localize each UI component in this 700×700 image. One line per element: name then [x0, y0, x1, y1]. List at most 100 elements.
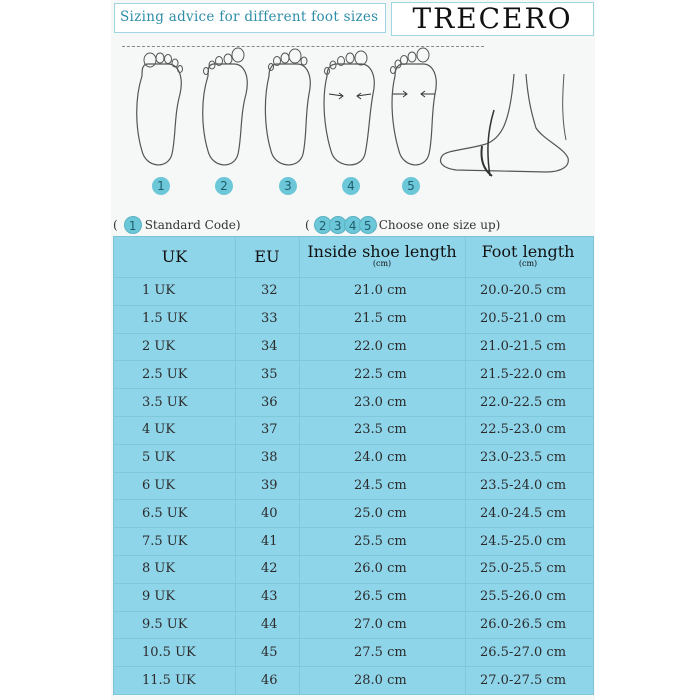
eu-cell: 35 — [261, 366, 278, 382]
header-foot-length: Foot length (cm) — [465, 237, 591, 277]
header-inside-label: Inside shoe length — [307, 242, 457, 261]
uk-cell: 9.5 UK — [142, 616, 188, 632]
table-row: 4 UK 37 23.5 cm 22.5-23.0 cm — [114, 416, 593, 445]
eu-cell: 38 — [261, 450, 278, 466]
uk-cell: 11.5 UK — [142, 672, 196, 688]
inside-length-cell: 25.0 cm — [354, 505, 407, 521]
inside-length-cell: 26.0 cm — [354, 561, 407, 577]
header-inside-unit: (cm) — [372, 259, 392, 268]
eu-cell: 34 — [261, 338, 278, 354]
table-row: 8 UK 42 26.0 cm 25.0-25.5 cm — [114, 555, 593, 584]
header-title: Sizing advice for different foot sizes — [120, 9, 379, 25]
uk-cell: 2.5 UK — [142, 366, 188, 382]
foot-length-cell: 20.0-20.5 cm — [480, 283, 567, 299]
foot-1-number: 1 — [152, 177, 170, 195]
uk-cell: 6 UK — [142, 477, 176, 493]
eu-cell: 39 — [261, 477, 278, 493]
inside-length-cell: 22.5 cm — [354, 366, 407, 382]
inside-length-cell: 25.5 cm — [354, 533, 407, 549]
table-row: 9.5 UK 44 27.0 cm 26.0-26.5 cm — [114, 611, 593, 640]
inside-length-cell: 24.0 cm — [354, 450, 407, 466]
table-row: 5 UK 38 24.0 cm 23.0-23.5 cm — [114, 444, 593, 473]
foot-3-illustration — [264, 48, 311, 166]
foot-length-cell: 21.5-22.0 cm — [480, 366, 567, 382]
uk-cell: 3.5 UK — [142, 394, 188, 410]
inside-length-cell: 23.0 cm — [354, 394, 407, 410]
foot-length-cell: 21.0-21.5 cm — [480, 338, 567, 354]
uk-cell: 10.5 UK — [142, 644, 196, 660]
table-row: 3.5 UK 36 23.0 cm 22.0-22.5 cm — [114, 388, 593, 417]
header-eu: EU — [254, 247, 280, 266]
table-row: 6 UK 39 24.5 cm 23.5-24.0 cm — [114, 472, 593, 501]
legend-size-up-5: 5 — [358, 216, 377, 234]
foot-3-number: 3 — [279, 177, 297, 195]
column-divider-1 — [235, 237, 236, 694]
foot-length-cell: 22.5-23.0 cm — [480, 422, 567, 438]
uk-cell: 9 UK — [142, 589, 176, 605]
uk-cell: 1 UK — [142, 283, 176, 299]
left-margin — [0, 0, 111, 700]
table-row: 1.5 UK 33 21.5 cm 20.5-21.0 cm — [114, 305, 593, 334]
foot-length-cell: 27.0-27.5 cm — [480, 672, 567, 688]
header-foot-label: Foot length — [481, 242, 575, 261]
foot-4-number: 4 — [342, 177, 360, 195]
header-title-box — [114, 3, 386, 33]
side-foot-measure-illustration — [439, 73, 569, 177]
brand-box — [391, 2, 594, 36]
table-header-row: UK EU Inside shoe length (cm) Foot lengt… — [114, 237, 593, 278]
column-divider-2 — [299, 237, 300, 694]
eu-cell: 36 — [261, 394, 278, 410]
table-row: 9 UK 43 26.5 cm 25.5-26.0 cm — [114, 583, 593, 612]
inside-length-cell: 21.0 cm — [354, 283, 407, 299]
eu-cell: 32 — [261, 283, 278, 299]
inside-length-cell: 22.0 cm — [354, 338, 407, 354]
legend-open-paren: ( — [113, 218, 118, 232]
legend-standard-label: Standard Code) — [144, 218, 241, 232]
inside-length-cell: 28.0 cm — [354, 672, 407, 688]
foot-length-cell: 22.0-22.5 cm — [480, 394, 567, 410]
table-row: 2.5 UK 35 22.5 cm 21.5-22.0 cm — [114, 360, 593, 390]
eu-cell: 46 — [261, 672, 278, 688]
table-row: 11.5 UK 46 28.0 cm 27.0-27.5 cm — [114, 666, 593, 695]
inside-length-cell: 27.0 cm — [354, 616, 407, 632]
uk-cell: 2 UK — [142, 338, 176, 354]
foot-4-illustration — [323, 50, 375, 166]
eu-cell: 40 — [261, 505, 278, 521]
inside-length-cell: 24.5 cm — [354, 477, 407, 493]
foot-5-number: 5 — [402, 177, 420, 195]
foot-2-number: 2 — [215, 177, 233, 195]
uk-cell: 5 UK — [142, 450, 176, 466]
foot-5-illustration — [390, 47, 437, 166]
standard-code-legend: ( 1 Standard Code) — [113, 214, 241, 236]
uk-cell: 6.5 UK — [142, 505, 188, 521]
uk-cell: 8 UK — [142, 561, 176, 577]
foot-length-cell: 23.5-24.0 cm — [480, 477, 567, 493]
foot-2-illustration — [202, 47, 248, 166]
foot-length-cell: 25.5-26.0 cm — [480, 589, 567, 605]
foot-length-cell: 20.5-21.0 cm — [480, 311, 567, 327]
header-foot-unit: (cm) — [518, 259, 538, 268]
column-divider-3 — [465, 237, 466, 694]
table-row: 7.5 UK 41 25.5 cm 24.5-25.0 cm — [114, 527, 593, 556]
brand-logo: TRECERO — [412, 2, 573, 35]
size-up-legend: ( 2 3 4 5 Choose one size up) — [305, 214, 500, 236]
foot-length-cell: 24.0-24.5 cm — [480, 505, 567, 521]
right-margin — [595, 0, 700, 700]
table-row: 6.5 UK 40 25.0 cm 24.0-24.5 cm — [114, 499, 593, 529]
inside-length-cell: 21.5 cm — [354, 311, 407, 327]
foot-length-cell: 26.5-27.0 cm — [480, 644, 567, 660]
table-row: 10.5 UK 45 27.5 cm 26.5-27.0 cm — [114, 638, 593, 668]
header-uk: UK — [161, 247, 188, 266]
foot-length-cell: 23.0-23.5 cm — [480, 450, 567, 466]
uk-cell: 4 UK — [142, 422, 176, 438]
foot-1-illustration — [136, 52, 183, 166]
table-row: 2 UK 34 22.0 cm 21.0-21.5 cm — [114, 333, 593, 362]
foot-length-cell: 26.0-26.5 cm — [480, 616, 567, 632]
eu-cell: 45 — [261, 644, 278, 660]
inside-length-cell: 27.5 cm — [354, 644, 407, 660]
eu-cell: 37 — [261, 422, 278, 438]
toe-guide-line — [122, 46, 484, 47]
size-table: UK EU Inside shoe length (cm) Foot lengt… — [113, 236, 594, 695]
eu-cell: 33 — [261, 311, 278, 327]
inside-length-cell: 23.5 cm — [354, 422, 407, 438]
